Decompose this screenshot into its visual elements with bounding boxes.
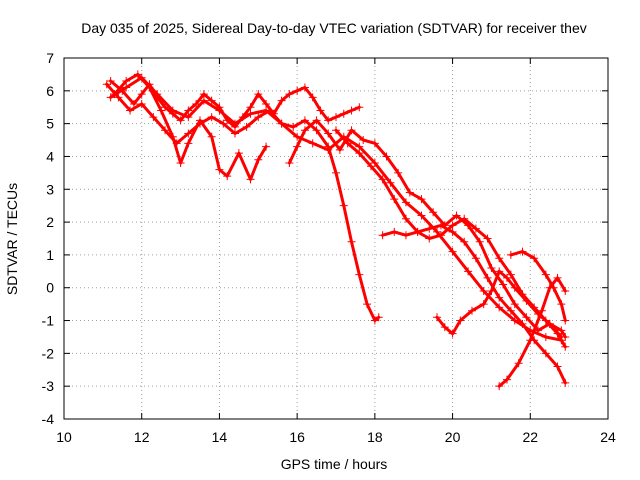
y-tick-label: 6 <box>46 83 54 99</box>
series-track-2 <box>102 80 383 325</box>
series-track-6 <box>332 126 570 387</box>
y-tick-label: 4 <box>46 148 54 164</box>
y-tick-label: 1 <box>46 247 54 263</box>
x-tick-label: 20 <box>445 429 461 445</box>
x-tick-label: 10 <box>56 429 72 445</box>
x-tick-label: 12 <box>134 429 150 445</box>
series-line <box>497 276 567 388</box>
y-tick-label: -1 <box>42 313 55 329</box>
x-tick-label: 16 <box>289 429 305 445</box>
plus-markers <box>285 116 566 341</box>
y-tick-label: 0 <box>46 280 54 296</box>
plus-markers <box>433 267 570 341</box>
x-tick-label: 24 <box>600 429 616 445</box>
y-tick-label: -4 <box>42 411 55 427</box>
x-tick-label: 18 <box>367 429 383 445</box>
series-track-10 <box>495 273 570 391</box>
y-tick-label: 7 <box>46 50 54 66</box>
plus-markers <box>106 73 566 345</box>
plus-markers <box>495 273 570 391</box>
series-track-5 <box>285 116 566 341</box>
y-tick-label: 2 <box>46 214 54 230</box>
y-tick-label: 3 <box>46 181 54 197</box>
x-tick-label: 22 <box>522 429 538 445</box>
y-tick-label: 5 <box>46 116 54 132</box>
y-axis-title: SDTVAR / TECUs <box>4 183 20 295</box>
y-tick-label: -3 <box>42 378 55 394</box>
series-track-8 <box>433 267 570 341</box>
chart-title: Day 035 of 2025, Sidereal Day-to-day VTE… <box>81 20 587 36</box>
x-tick-label: 14 <box>212 429 228 445</box>
x-axis-title: GPS time / hours <box>281 456 388 472</box>
grid <box>64 58 608 419</box>
y-tick-label: -2 <box>42 345 55 361</box>
data-series <box>102 70 570 391</box>
plot-area-frame <box>63 57 609 420</box>
